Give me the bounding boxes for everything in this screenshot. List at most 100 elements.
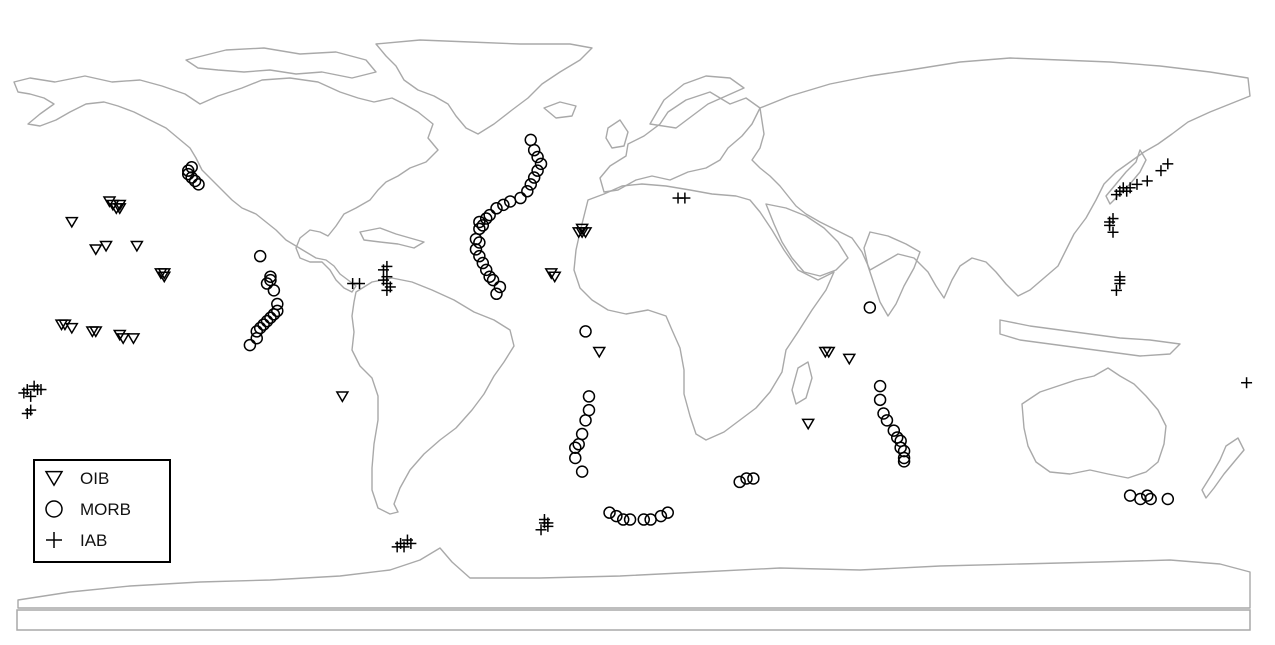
morb-marker bbox=[250, 325, 263, 338]
iab-marker bbox=[1107, 213, 1119, 225]
morb-marker bbox=[486, 273, 500, 287]
morb-marker bbox=[493, 280, 507, 294]
morb-marker bbox=[476, 256, 490, 270]
oib-marker bbox=[88, 326, 103, 338]
morb-marker bbox=[253, 321, 267, 335]
morb-marker bbox=[267, 284, 281, 297]
oib-marker bbox=[126, 333, 141, 345]
morb-marker bbox=[473, 215, 486, 229]
iab-marker bbox=[542, 517, 554, 529]
morb-marker bbox=[188, 174, 202, 188]
iab-marker bbox=[1131, 178, 1143, 190]
morb-marker bbox=[582, 403, 596, 417]
oib-marker bbox=[544, 268, 559, 280]
morb-marker bbox=[260, 314, 274, 328]
antarctica-outline bbox=[17, 547, 1251, 609]
morb-marker bbox=[469, 243, 483, 256]
morb-marker bbox=[527, 143, 541, 157]
iab-marker bbox=[1155, 165, 1167, 177]
oib-marker bbox=[88, 244, 103, 256]
morb-marker bbox=[531, 150, 544, 164]
oib-marker bbox=[547, 271, 562, 284]
morb-marker bbox=[897, 451, 911, 465]
legend-oib-symbol bbox=[44, 470, 64, 487]
morb-marker bbox=[1123, 489, 1137, 502]
morb-marker bbox=[527, 171, 541, 184]
morb-marker bbox=[497, 198, 510, 212]
iab-marker bbox=[1124, 182, 1136, 194]
morb-marker bbox=[1161, 492, 1175, 506]
iab-marker bbox=[1107, 226, 1119, 238]
iab-marker bbox=[679, 192, 691, 204]
iab-marker bbox=[35, 384, 47, 396]
iab-marker bbox=[354, 278, 365, 290]
morb-marker bbox=[473, 249, 486, 263]
iab-marker bbox=[1114, 278, 1126, 290]
oib-marker bbox=[575, 223, 589, 236]
morb-marker bbox=[503, 195, 517, 208]
oib-marker bbox=[335, 391, 350, 403]
morb-marker bbox=[267, 308, 281, 321]
map-bottom-frame bbox=[16, 609, 1251, 631]
morb-marker bbox=[192, 178, 205, 191]
legend-iab-label: IAB bbox=[80, 531, 107, 550]
arctic-islands-outline bbox=[185, 47, 377, 79]
north-america-outline bbox=[13, 75, 439, 293]
oib-marker bbox=[102, 196, 117, 208]
africa-outline bbox=[573, 183, 835, 441]
morb-marker bbox=[747, 472, 760, 485]
morb-marker bbox=[514, 191, 527, 205]
morb-marker bbox=[521, 184, 534, 198]
morb-marker bbox=[661, 506, 674, 519]
morb-marker bbox=[877, 407, 890, 420]
morb-marker bbox=[490, 287, 503, 301]
southeast-asia-islands-outline bbox=[999, 319, 1181, 357]
morb-marker bbox=[1144, 492, 1157, 506]
iab-marker bbox=[1162, 158, 1174, 170]
morb-marker bbox=[182, 164, 195, 177]
iab-marker bbox=[25, 404, 37, 416]
iab-marker bbox=[405, 537, 417, 549]
madagascar-outline bbox=[791, 361, 813, 405]
morb-marker bbox=[637, 513, 651, 526]
legend: OIB MORB IAB bbox=[33, 459, 171, 563]
morb-marker bbox=[473, 236, 486, 249]
morb-marker bbox=[260, 277, 274, 290]
south-america-outline bbox=[351, 277, 515, 515]
iab-marker bbox=[21, 384, 33, 396]
morb-marker bbox=[897, 455, 911, 468]
asia-outline bbox=[751, 57, 1251, 299]
oib-marker bbox=[64, 216, 79, 229]
oib-marker bbox=[842, 353, 857, 366]
morb-marker bbox=[603, 506, 616, 519]
morb-marker bbox=[534, 157, 548, 171]
legend-rows: OIB MORB IAB bbox=[44, 469, 131, 550]
morb-marker bbox=[476, 219, 490, 232]
oib-marker bbox=[99, 240, 113, 253]
oib-marker bbox=[112, 203, 127, 215]
oib-marker bbox=[130, 240, 144, 253]
morb-marker bbox=[579, 325, 592, 338]
new-zealand-outline bbox=[1201, 437, 1245, 499]
iab-marker bbox=[1141, 175, 1153, 187]
morb-marker bbox=[524, 178, 537, 191]
morb-marker bbox=[873, 393, 887, 407]
morb-marker bbox=[257, 318, 270, 331]
morb-marker bbox=[264, 270, 277, 283]
iab-marker bbox=[381, 284, 393, 296]
iceland-outline bbox=[543, 101, 577, 119]
morb-marker bbox=[623, 513, 637, 526]
british-isles-outline bbox=[605, 119, 629, 149]
morb-marker bbox=[531, 164, 544, 177]
morb-marker bbox=[569, 451, 582, 465]
legend-box bbox=[33, 459, 171, 563]
morb-marker bbox=[1134, 492, 1147, 506]
morb-marker bbox=[185, 161, 198, 174]
arabia-outline bbox=[765, 203, 849, 277]
morb-marker bbox=[182, 167, 195, 181]
morb-marker bbox=[579, 414, 592, 427]
sample-markers bbox=[18, 133, 1253, 553]
legend-morb-label: MORB bbox=[80, 500, 131, 519]
morb-marker bbox=[880, 414, 894, 427]
